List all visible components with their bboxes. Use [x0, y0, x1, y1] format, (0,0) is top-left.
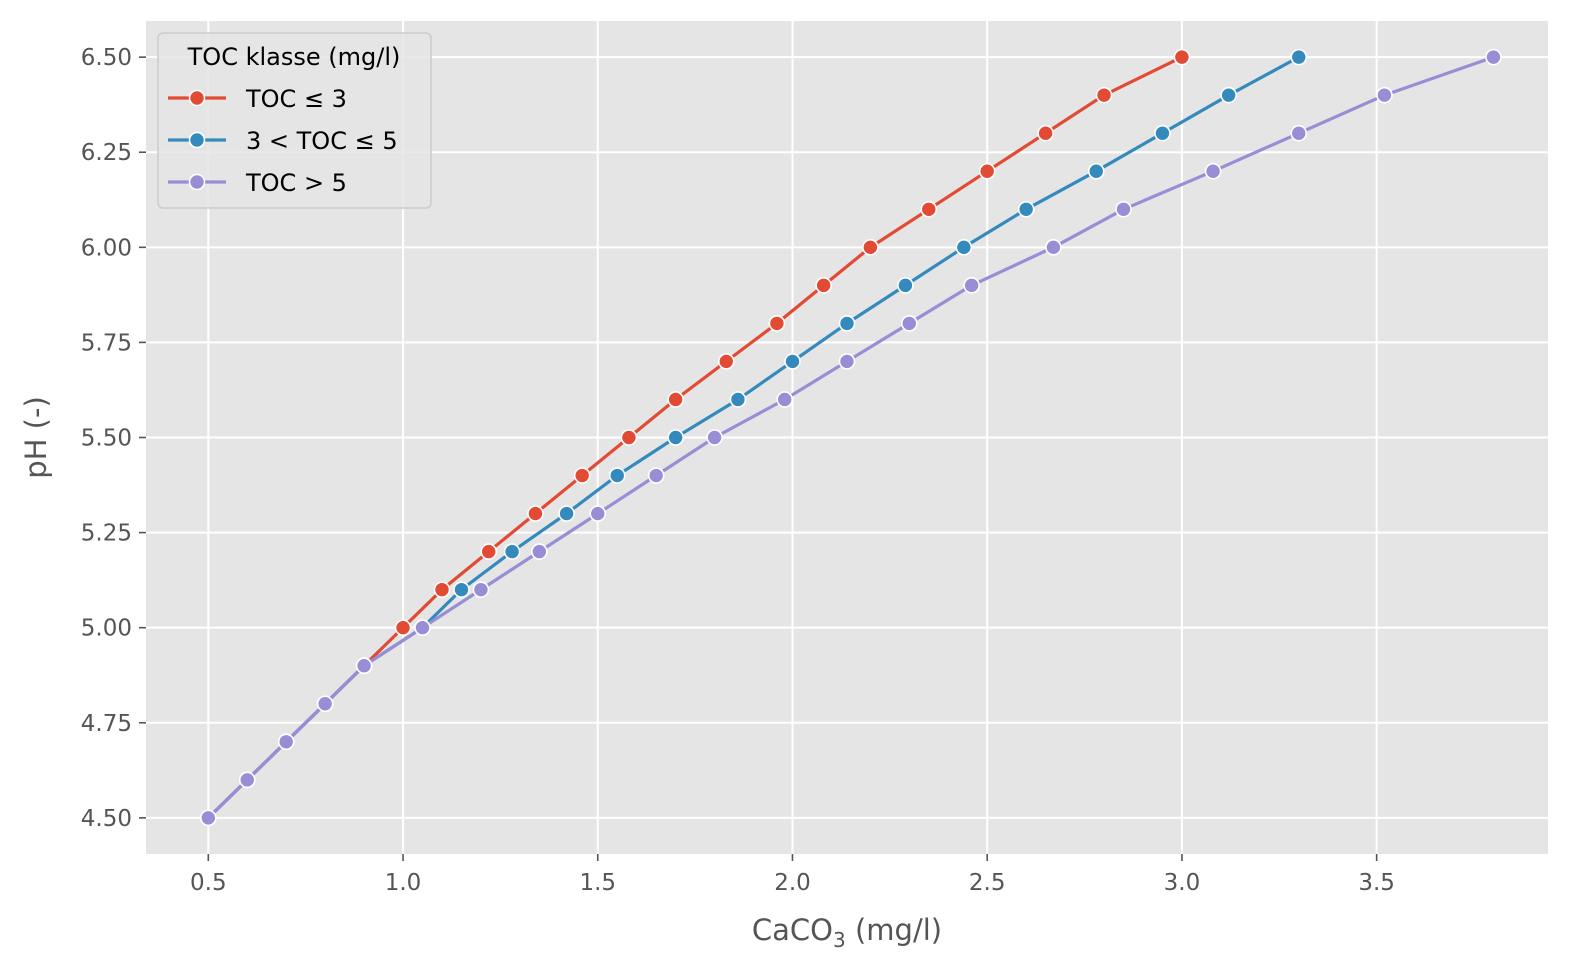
y-tick-label: 4.50 [81, 806, 132, 832]
data-point [963, 277, 980, 294]
x-tick-label: 3.0 [1164, 870, 1201, 896]
legend-label: TOC ≤ 3 [245, 85, 347, 113]
legend-item: 3 < TOC ≤ 5 [168, 127, 398, 155]
legend-swatch-marker [188, 89, 206, 107]
data-point [667, 391, 684, 408]
data-point [815, 277, 832, 294]
x-axis-label-unit: (mg/l) [846, 913, 942, 947]
data-point [1037, 124, 1054, 142]
y-tick-label: 5.00 [81, 616, 132, 642]
data-point [238, 771, 256, 789]
data-point [1115, 200, 1132, 218]
x-axis-label-subscript: 3 [833, 928, 846, 952]
legend-items: TOC ≤ 3 3 < TOC ≤ 5 TOC > 5 [168, 85, 398, 197]
data-point [1095, 86, 1113, 104]
data-point [414, 619, 431, 636]
data-point [1173, 48, 1191, 66]
data-point [355, 657, 373, 675]
data-point [453, 581, 470, 598]
legend-label: TOC > 5 [245, 169, 347, 197]
data-point [316, 695, 334, 713]
data-point [768, 315, 786, 332]
legend-item: TOC ≤ 3 [168, 85, 347, 113]
y-tick-label: 4.75 [81, 711, 132, 737]
data-point [784, 353, 801, 370]
data-point [897, 277, 914, 294]
data-point [1376, 86, 1393, 104]
data-point [1045, 239, 1062, 256]
data-point [955, 239, 973, 256]
legend-item: TOC > 5 [168, 169, 347, 197]
data-point [838, 353, 856, 370]
legend-title: TOC klasse (mg/l) [187, 43, 401, 71]
legend: TOC klasse (mg/l) TOC ≤ 33 < TOC ≤ 5TOC … [157, 32, 432, 209]
data-point [589, 505, 607, 522]
y-axis-label: pH (-) [19, 396, 53, 479]
data-point [531, 543, 548, 560]
data-point [503, 543, 521, 560]
data-point [433, 581, 451, 598]
data-point [838, 315, 856, 332]
data-point [558, 505, 575, 522]
data-point [472, 581, 490, 598]
legend-label: 3 < TOC ≤ 5 [246, 127, 398, 155]
x-axis: 0.5 1.0 1.5 2.0 2.5 3.0 3.5 [190, 854, 1395, 896]
data-point [527, 505, 544, 522]
x-tick-label: 2.0 [774, 870, 811, 896]
data-point [620, 429, 638, 446]
x-tick-label: 3.5 [1358, 870, 1395, 896]
data-point [1220, 86, 1237, 104]
data-point [608, 467, 626, 484]
y-tick-label: 5.25 [81, 521, 132, 547]
data-point [667, 429, 684, 446]
data-point [776, 391, 793, 408]
data-point [1154, 124, 1171, 142]
y-tick-label: 6.00 [81, 235, 132, 261]
data-point [573, 467, 591, 484]
legend-swatch-marker [188, 131, 206, 149]
data-point [1017, 200, 1035, 218]
data-point [277, 733, 295, 751]
x-tick-label: 0.5 [190, 870, 227, 896]
y-tick-label: 6.50 [81, 45, 132, 71]
x-tick-label: 1.5 [579, 870, 616, 896]
grid-lines [146, 21, 1548, 854]
data-point [862, 239, 879, 256]
x-tick-label: 1.0 [385, 870, 422, 896]
y-tick-label: 5.50 [81, 426, 132, 452]
data-point [901, 315, 918, 332]
data-point [480, 543, 498, 560]
data-point [394, 619, 412, 636]
data-point [200, 809, 217, 827]
legend-swatch-marker [188, 173, 206, 191]
data-point [706, 429, 723, 446]
data-point [978, 162, 996, 180]
y-tick-label: 5.75 [81, 330, 132, 356]
x-axis-label-main: CaCO [752, 913, 833, 947]
series-TOC > 5 [200, 48, 1502, 827]
series-layer [200, 48, 1502, 827]
data-point [1204, 162, 1222, 180]
data-point [729, 391, 747, 408]
y-tick-label: 6.25 [81, 140, 132, 166]
data-point [717, 353, 735, 370]
x-axis-label: CaCO3 (mg/l) [752, 913, 942, 952]
y-axis: 4.50 4.75 5.00 5.25 5.50 5.75 6.00 6.25 6.50 [81, 45, 146, 832]
data-point [1290, 124, 1308, 142]
legend-box [157, 32, 432, 209]
data-point [647, 467, 665, 484]
data-point [1087, 162, 1105, 180]
data-point [1290, 48, 1308, 66]
data-point [920, 200, 938, 218]
x-tick-label: 2.5 [969, 870, 1006, 896]
data-point [1485, 48, 1502, 66]
